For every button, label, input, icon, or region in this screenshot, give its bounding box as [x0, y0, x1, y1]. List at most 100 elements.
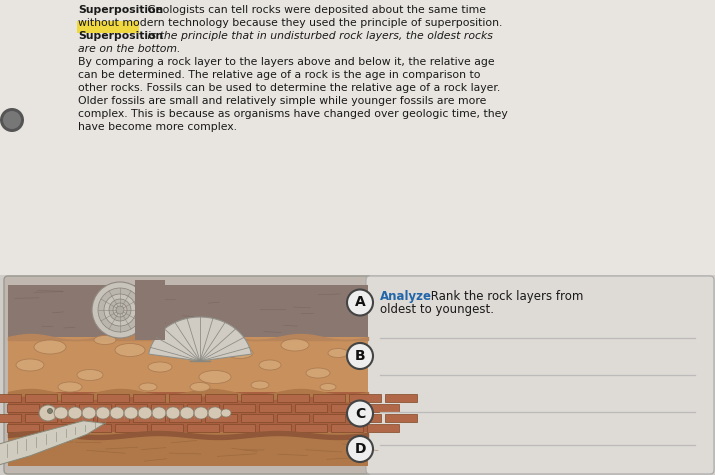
- Ellipse shape: [320, 383, 336, 390]
- Text: Geologists can tell rocks were deposited about the same time: Geologists can tell rocks were deposited…: [144, 5, 486, 15]
- Ellipse shape: [96, 407, 110, 419]
- FancyBboxPatch shape: [313, 394, 345, 402]
- Circle shape: [47, 408, 52, 414]
- FancyBboxPatch shape: [187, 404, 219, 412]
- Ellipse shape: [139, 383, 157, 391]
- FancyBboxPatch shape: [385, 394, 417, 402]
- FancyBboxPatch shape: [366, 276, 714, 474]
- Circle shape: [116, 306, 124, 314]
- Polygon shape: [0, 421, 105, 475]
- Text: D: D: [354, 442, 366, 456]
- FancyBboxPatch shape: [4, 276, 372, 474]
- FancyBboxPatch shape: [61, 394, 93, 402]
- Circle shape: [98, 288, 142, 332]
- Ellipse shape: [251, 381, 269, 389]
- Text: C: C: [355, 407, 365, 420]
- FancyBboxPatch shape: [349, 414, 381, 422]
- Ellipse shape: [16, 359, 44, 371]
- Text: is the principle that in undisturbed rock layers, the oldest rocks: is the principle that in undisturbed roc…: [144, 31, 493, 41]
- Ellipse shape: [124, 407, 138, 419]
- Ellipse shape: [138, 407, 152, 419]
- Ellipse shape: [39, 405, 57, 421]
- Bar: [8, 285, 368, 340]
- FancyBboxPatch shape: [205, 414, 237, 422]
- FancyBboxPatch shape: [79, 424, 111, 432]
- FancyBboxPatch shape: [0, 414, 21, 422]
- Ellipse shape: [190, 382, 210, 391]
- Circle shape: [92, 282, 148, 338]
- FancyBboxPatch shape: [241, 414, 273, 422]
- FancyBboxPatch shape: [295, 424, 327, 432]
- Polygon shape: [149, 317, 252, 361]
- FancyBboxPatch shape: [367, 424, 399, 432]
- Ellipse shape: [259, 360, 281, 370]
- Circle shape: [347, 400, 373, 427]
- Ellipse shape: [281, 339, 309, 351]
- Ellipse shape: [328, 349, 348, 358]
- FancyBboxPatch shape: [313, 414, 345, 422]
- Ellipse shape: [166, 407, 180, 419]
- FancyBboxPatch shape: [151, 404, 183, 412]
- FancyBboxPatch shape: [97, 414, 129, 422]
- Ellipse shape: [68, 407, 82, 419]
- FancyBboxPatch shape: [77, 21, 139, 33]
- FancyBboxPatch shape: [349, 394, 381, 402]
- Text: complex. This is because as organisms have changed over geologic time, they: complex. This is because as organisms ha…: [78, 109, 508, 119]
- Ellipse shape: [180, 407, 194, 419]
- FancyBboxPatch shape: [169, 414, 201, 422]
- FancyBboxPatch shape: [277, 414, 309, 422]
- FancyBboxPatch shape: [241, 394, 273, 402]
- FancyBboxPatch shape: [169, 394, 201, 402]
- Circle shape: [347, 343, 373, 369]
- FancyBboxPatch shape: [0, 394, 21, 402]
- Ellipse shape: [194, 407, 208, 419]
- Text: other rocks. Fossils can be used to determine the relative age of a rock layer.: other rocks. Fossils can be used to dete…: [78, 83, 500, 93]
- Circle shape: [347, 289, 373, 315]
- Ellipse shape: [199, 370, 231, 383]
- FancyBboxPatch shape: [25, 394, 57, 402]
- Text: Superposition: Superposition: [78, 31, 163, 41]
- FancyBboxPatch shape: [7, 424, 39, 432]
- FancyBboxPatch shape: [187, 424, 219, 432]
- FancyBboxPatch shape: [151, 424, 183, 432]
- FancyBboxPatch shape: [79, 404, 111, 412]
- Circle shape: [104, 294, 136, 326]
- Text: A: A: [355, 295, 365, 310]
- FancyBboxPatch shape: [367, 404, 399, 412]
- Text: oldest to youngest.: oldest to youngest.: [380, 303, 494, 316]
- FancyBboxPatch shape: [97, 394, 129, 402]
- FancyBboxPatch shape: [25, 414, 57, 422]
- Text: By comparing a rock layer to the layers above and below it, the relative age: By comparing a rock layer to the layers …: [78, 57, 495, 67]
- FancyBboxPatch shape: [331, 404, 363, 412]
- Circle shape: [347, 436, 373, 462]
- Circle shape: [0, 108, 24, 132]
- FancyBboxPatch shape: [0, 0, 715, 275]
- Ellipse shape: [54, 407, 68, 419]
- Text: B: B: [355, 349, 365, 363]
- FancyBboxPatch shape: [295, 404, 327, 412]
- FancyBboxPatch shape: [223, 424, 255, 432]
- Text: Superposition: Superposition: [78, 5, 163, 15]
- FancyBboxPatch shape: [7, 404, 39, 412]
- Circle shape: [113, 303, 127, 317]
- FancyBboxPatch shape: [61, 414, 93, 422]
- Ellipse shape: [82, 407, 96, 419]
- Text: are on the bottom.: are on the bottom.: [78, 44, 180, 54]
- FancyBboxPatch shape: [259, 404, 291, 412]
- FancyBboxPatch shape: [133, 394, 165, 402]
- FancyBboxPatch shape: [277, 394, 309, 402]
- Ellipse shape: [306, 368, 330, 378]
- Ellipse shape: [171, 339, 199, 351]
- Ellipse shape: [115, 343, 145, 357]
- Ellipse shape: [227, 348, 253, 359]
- Circle shape: [109, 299, 131, 321]
- FancyBboxPatch shape: [115, 404, 147, 412]
- FancyBboxPatch shape: [331, 424, 363, 432]
- FancyBboxPatch shape: [43, 424, 75, 432]
- Bar: [8, 337, 368, 395]
- Ellipse shape: [152, 407, 166, 419]
- FancyBboxPatch shape: [205, 394, 237, 402]
- Text: Analyze: Analyze: [380, 290, 432, 303]
- Ellipse shape: [221, 409, 231, 417]
- Text: Older fossils are small and relatively simple while younger fossils are more: Older fossils are small and relatively s…: [78, 96, 486, 106]
